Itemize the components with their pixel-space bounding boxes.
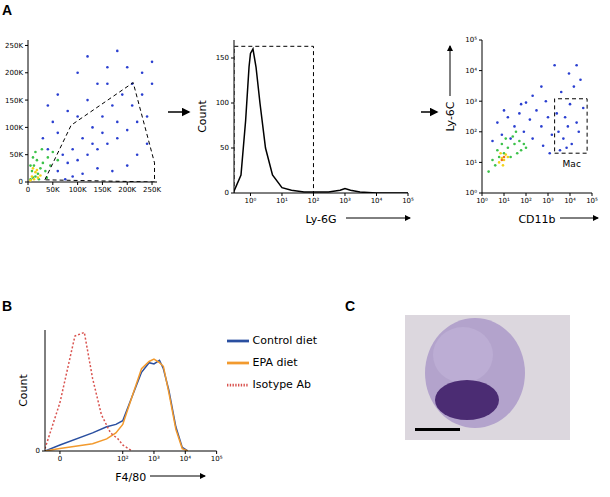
svg-text:10¹: 10¹	[498, 197, 510, 205]
svg-text:0: 0	[26, 186, 30, 194]
svg-text:Count: Count	[196, 99, 209, 132]
svg-text:250K: 250K	[5, 42, 23, 50]
svg-text:10¹: 10¹	[465, 159, 477, 167]
html-text:C: C	[345, 298, 356, 314]
svg-text:10³: 10³	[542, 197, 554, 205]
svg-text:200K: 200K	[5, 69, 23, 77]
svg-text:100: 100	[216, 99, 229, 107]
svg-text:10⁰: 10⁰	[465, 189, 477, 197]
html-text:A: A	[2, 2, 13, 18]
svg-text:150K: 150K	[93, 186, 111, 194]
svg-text:10³: 10³	[465, 98, 477, 106]
svg-text:50K: 50K	[10, 151, 24, 159]
svg-text:10⁴: 10⁴	[179, 455, 191, 463]
svg-text:10³: 10³	[148, 455, 160, 463]
svg-text:200K: 200K	[118, 186, 136, 194]
svg-text:10⁵: 10⁵	[465, 36, 477, 44]
svg-text:50: 50	[220, 144, 229, 152]
svg-text:10¹: 10¹	[276, 197, 288, 205]
svg-text:10⁵: 10⁵	[586, 197, 598, 205]
svg-text:100K: 100K	[69, 186, 87, 194]
html-text:B: B	[2, 298, 13, 314]
svg-text:10²: 10²	[308, 197, 320, 205]
svg-text:F4/80: F4/80	[115, 471, 146, 483]
svg-text:Mac: Mac	[563, 159, 581, 169]
svg-text:CD11b: CD11b	[518, 213, 555, 225]
svg-text:10³: 10³	[339, 197, 351, 205]
svg-text:0: 0	[36, 447, 40, 455]
svg-text:100K: 100K	[5, 124, 23, 132]
svg-text:10⁰: 10⁰	[476, 197, 488, 205]
svg-text:10²: 10²	[465, 128, 477, 136]
html-text:Control diet: Control diet	[252, 334, 317, 347]
svg-text:150: 150	[216, 54, 229, 62]
svg-text:Count: Count	[17, 373, 30, 406]
svg-text:0: 0	[58, 455, 62, 463]
svg-text:10⁴: 10⁴	[465, 67, 477, 75]
html-text:Isotype Ab: Isotype Ab	[252, 378, 311, 391]
svg-text:Ly-6C: Ly-6C	[444, 101, 457, 131]
svg-text:10⁴: 10⁴	[564, 197, 576, 205]
svg-text:50K: 50K	[46, 186, 60, 194]
svg-text:0: 0	[19, 178, 23, 186]
svg-text:150K: 150K	[5, 97, 23, 105]
svg-text:250K: 250K	[143, 186, 161, 194]
svg-text:10²: 10²	[117, 455, 129, 463]
svg-text:10⁵: 10⁵	[402, 197, 414, 205]
svg-text:10⁰: 10⁰	[245, 197, 257, 205]
svg-text:10⁵: 10⁵	[211, 455, 223, 463]
svg-text:Ly-6G: Ly-6G	[306, 213, 337, 225]
svg-text:10²: 10²	[520, 197, 532, 205]
html-text:EPA diet: EPA diet	[252, 356, 298, 369]
svg-text:10⁴: 10⁴	[371, 197, 383, 205]
svg-text:0: 0	[225, 189, 229, 197]
